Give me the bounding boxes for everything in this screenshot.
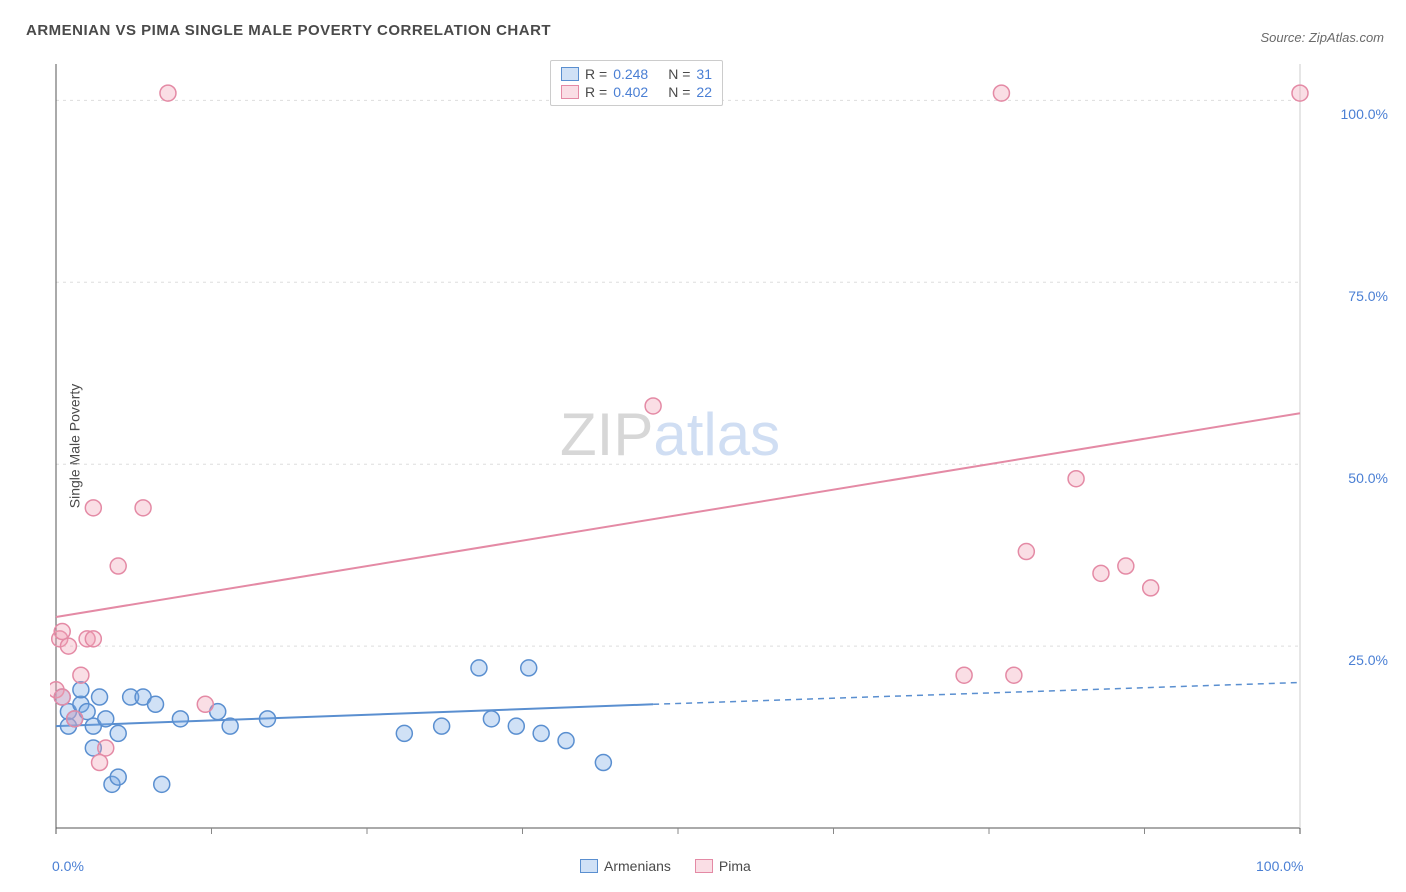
legend-swatch xyxy=(561,67,579,81)
n-label: N = xyxy=(668,84,690,100)
y-tick-label: 25.0% xyxy=(1348,652,1388,668)
r-label: R = xyxy=(585,84,607,100)
legend-series-item: Pima xyxy=(695,858,751,874)
legend-swatch xyxy=(695,859,713,873)
legend-series-label: Armenians xyxy=(604,858,671,874)
scatter-chart-svg xyxy=(50,58,1350,834)
legend-swatch xyxy=(580,859,598,873)
y-tick-label: 100.0% xyxy=(1341,106,1388,122)
legend-stats: R = 0.248 N = 31 R = 0.402 N = 22 xyxy=(550,60,723,106)
legend-stat-row: R = 0.402 N = 22 xyxy=(561,83,712,101)
plot-area xyxy=(50,58,1350,834)
legend-swatch xyxy=(561,85,579,99)
legend-series-label: Pima xyxy=(719,858,751,874)
r-label: R = xyxy=(585,66,607,82)
y-tick-label: 75.0% xyxy=(1348,288,1388,304)
y-tick-label: 50.0% xyxy=(1348,470,1388,486)
legend-series: Armenians Pima xyxy=(580,858,751,874)
x-tick-label: 0.0% xyxy=(52,858,84,874)
r-value: 0.248 xyxy=(613,66,648,82)
n-value: 22 xyxy=(696,84,712,100)
n-value: 31 xyxy=(696,66,712,82)
source-label: Source: ZipAtlas.com xyxy=(1260,30,1384,45)
legend-stat-row: R = 0.248 N = 31 xyxy=(561,65,712,83)
x-tick-label: 100.0% xyxy=(1256,858,1303,874)
chart-title: ARMENIAN VS PIMA SINGLE MALE POVERTY COR… xyxy=(26,22,551,39)
r-value: 0.402 xyxy=(613,84,648,100)
legend-series-item: Armenians xyxy=(580,858,671,874)
n-label: N = xyxy=(668,66,690,82)
